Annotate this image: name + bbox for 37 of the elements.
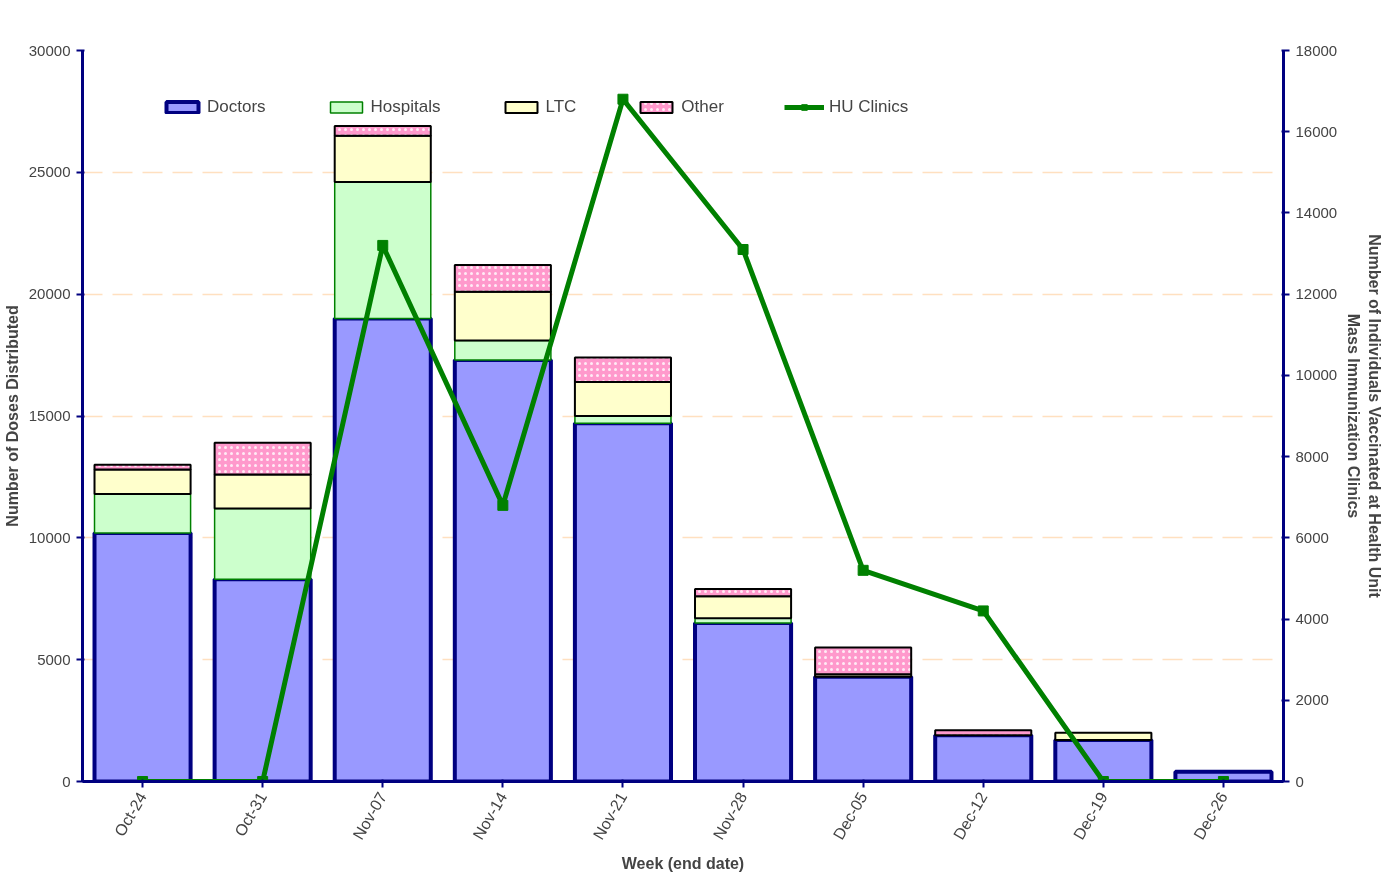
y-tick-label: 5000 xyxy=(37,650,71,668)
bar xyxy=(93,493,192,534)
bar xyxy=(93,468,192,495)
legend-label: Hospitals xyxy=(370,97,441,117)
bar xyxy=(213,507,312,581)
y2-tick-label: 14000 xyxy=(1295,203,1338,221)
point xyxy=(857,564,869,576)
point xyxy=(617,93,629,105)
point xyxy=(377,239,389,251)
point xyxy=(497,499,509,511)
y-tick-label: 15000 xyxy=(28,407,71,424)
y2-tick-label: 4000 xyxy=(1295,610,1329,628)
bar xyxy=(454,339,552,361)
point xyxy=(737,243,749,255)
legend-label: HU Clinics xyxy=(828,97,909,117)
legend-label: Other xyxy=(681,97,724,117)
y-tick-label: 30000 xyxy=(28,41,71,59)
y2-tick-label: 2000 xyxy=(1295,691,1329,709)
y2-tick-label: 6000 xyxy=(1295,528,1329,546)
x-axis-title: Week (end date) xyxy=(621,854,745,872)
y2-axis-title: Number of Individuals Vaccinated at Health Unit Mass Immunization Clinics xyxy=(1345,234,1383,599)
y2-tick-label: 16000 xyxy=(1295,122,1338,140)
y2-tick-label: 10000 xyxy=(1295,366,1338,384)
y2-tick-label: 0 xyxy=(1295,772,1304,790)
bar xyxy=(1054,731,1153,742)
legend-label: LTC xyxy=(545,97,577,117)
y2-tick-label: 12000 xyxy=(1295,285,1338,303)
point xyxy=(977,605,989,617)
y-tick-label: 10000 xyxy=(28,528,71,546)
y-tick-label: 20000 xyxy=(28,285,71,303)
y-axis-title: Number of Doses Distributed xyxy=(3,305,21,527)
y-tick-label: 25000 xyxy=(28,163,71,181)
y2-tick-label: 18000 xyxy=(1295,41,1338,59)
legend-label: Doctors xyxy=(207,97,266,117)
y-tick-label: 0 xyxy=(62,772,71,790)
y2-tick-label: 8000 xyxy=(1295,447,1329,465)
bar xyxy=(333,181,432,320)
